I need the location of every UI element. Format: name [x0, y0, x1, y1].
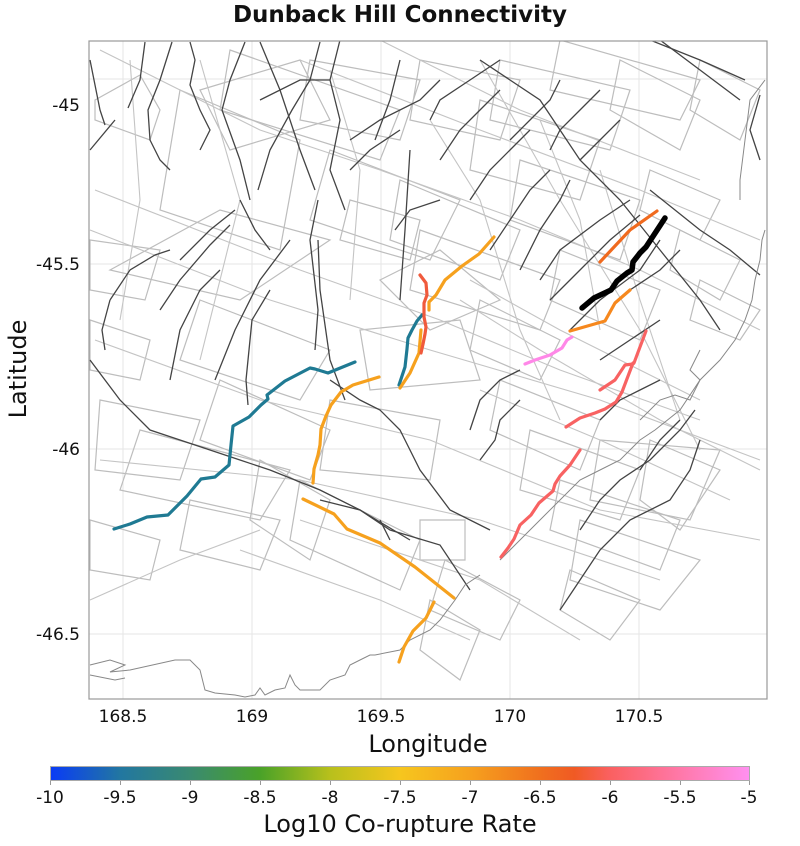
coastline: [89, 79, 766, 698]
y-tick-label: -45.5: [36, 255, 80, 275]
fault-orange-south: [301, 497, 456, 600]
colorbar-tick-label: -5.5: [663, 788, 697, 808]
colorbar-tick-label: -8: [321, 788, 339, 808]
chart-title: Dunback Hill Connectivity: [232, 2, 568, 28]
y-tick-label: -46.5: [36, 625, 80, 645]
colorbar-tick-mark: [470, 781, 471, 785]
fault-orange-ne: [427, 235, 496, 312]
plot-border: [88, 40, 768, 700]
x-tick-label: 169.5: [356, 707, 406, 727]
colorbar-tick-label: -7: [461, 788, 479, 808]
colorbar-tick-label: -8.5: [243, 788, 277, 808]
fault-orange-north: [398, 328, 423, 390]
x-axis-label: Longitude: [368, 730, 488, 758]
colorbar-tick-label: -6: [601, 788, 619, 808]
y-tick-label: -46: [52, 440, 80, 460]
x-tick-label: 170.5: [614, 707, 664, 727]
dunback-hill-fault: [579, 215, 668, 311]
fault-orange-coast: [397, 600, 436, 664]
colorbar-tick-label: -9: [181, 788, 199, 808]
colorbar-tick-label: -6.5: [523, 788, 557, 808]
x-tick-label: 168.5: [98, 707, 148, 727]
fault-orange-red-ne: [598, 209, 659, 264]
colorbar-tick-label: -10: [36, 788, 64, 808]
fault-pink: [523, 335, 574, 366]
colorbar: [50, 766, 750, 781]
y-tick-label: -45: [52, 96, 80, 116]
colorbar-tick-mark: [680, 781, 681, 785]
fault-red-east-upper: [598, 329, 648, 392]
colorbar-label: Log10 Co-rupture Rate: [263, 810, 537, 838]
x-tick-label: 170: [493, 707, 527, 727]
plot-area: [89, 41, 767, 699]
corupture-faults: [112, 209, 668, 664]
x-tick-label: 169: [235, 707, 269, 727]
colorbar-tick-mark: [330, 781, 331, 785]
fault-section-outlines: [89, 41, 761, 681]
colorbar-tick-mark: [540, 781, 541, 785]
fault-orange-arc: [311, 375, 381, 485]
fault-red-east-main: [564, 361, 635, 429]
fault-red-central: [418, 273, 429, 355]
colorbar-tick-mark: [50, 781, 51, 785]
colorbar-tick-mark: [749, 781, 750, 785]
fault-orange-east: [568, 288, 632, 333]
colorbar-tick-mark: [120, 781, 121, 785]
colorbar-tick-label: -9.5: [103, 788, 137, 808]
fault-traces: [89, 41, 761, 611]
fault-blue-central: [397, 313, 424, 387]
colorbar-tick-mark: [610, 781, 611, 785]
fault-connector-lines: [89, 41, 761, 641]
colorbar-tick-label: -7.5: [383, 788, 417, 808]
y-axis-label: Latitude: [4, 319, 32, 419]
colorbar-tick-mark: [190, 781, 191, 785]
colorbar-tick-mark: [260, 781, 261, 785]
fault-red-south: [499, 448, 582, 559]
colorbar-tick-label: -5: [740, 788, 758, 808]
fault-blue-west: [112, 360, 357, 531]
colorbar-tick-mark: [400, 781, 401, 785]
